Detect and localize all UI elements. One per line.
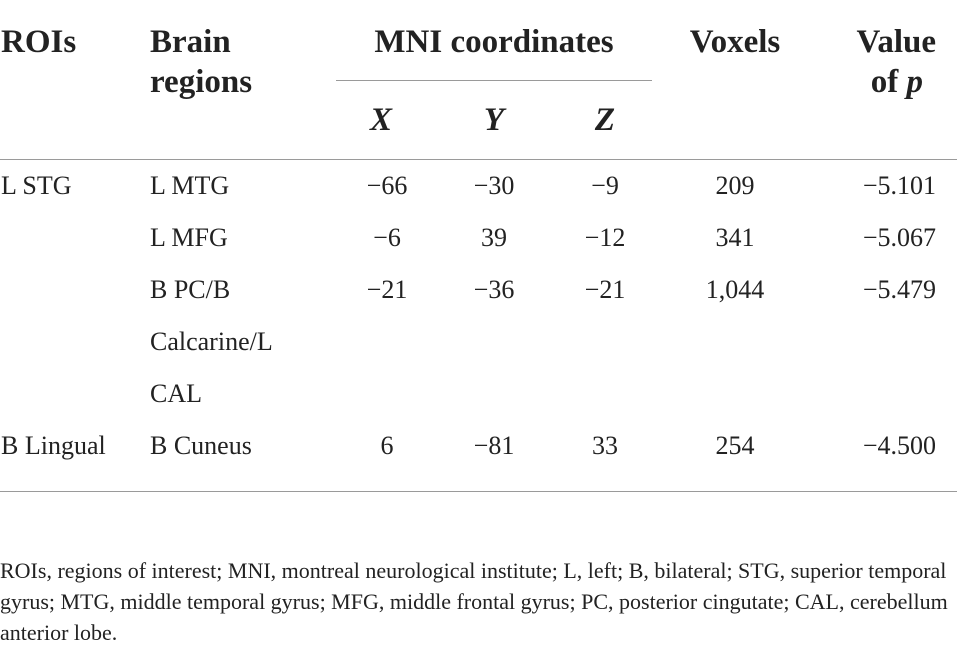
- row1-z: −9: [591, 171, 619, 200]
- header-y: Y: [483, 102, 505, 138]
- row3-region-line3: CAL: [150, 379, 202, 408]
- row2-y: 39: [481, 223, 507, 252]
- header-z: Z: [594, 102, 616, 138]
- header-value-line1: Value: [856, 24, 936, 60]
- row3-region: B PC/B: [150, 275, 231, 304]
- header-value-line2: of p: [800, 62, 923, 102]
- row1-voxels: 209: [715, 171, 755, 200]
- header-value-of-label: of: [870, 64, 907, 100]
- row1-pvalue: −5.101: [862, 171, 936, 200]
- row4-roi: B Lingual: [1, 431, 106, 460]
- table-bottom-rule: [0, 491, 957, 492]
- row3-voxels: 1,044: [705, 275, 765, 304]
- row4-x: 6: [380, 431, 394, 460]
- header-x: X: [369, 102, 392, 138]
- row4-pvalue: −4.500: [862, 431, 936, 460]
- row3-region-line2: Calcarine/L: [150, 327, 273, 356]
- row2-pvalue: −5.067: [862, 223, 936, 252]
- header-mni-coordinates: MNI coordinates: [374, 24, 614, 60]
- row2-x: −6: [373, 223, 401, 252]
- row4-z: 33: [592, 431, 618, 460]
- header-voxels: Voxels: [689, 24, 781, 60]
- row1-region: L MTG: [150, 171, 230, 200]
- row3-y: −36: [473, 275, 515, 304]
- header-brain-regions-line1: Brain: [150, 24, 231, 60]
- row4-region: B Cuneus: [150, 431, 252, 460]
- row2-z: −12: [584, 223, 626, 252]
- row1-roi: L STG: [1, 171, 72, 200]
- header-p-symbol: p: [906, 64, 924, 100]
- row4-y: −81: [473, 431, 515, 460]
- row3-pvalue: −5.479: [862, 275, 936, 304]
- row1-y: −30: [473, 171, 515, 200]
- header-bottom-rule: [0, 159, 957, 160]
- row2-voxels: 341: [715, 223, 755, 252]
- row2-region: L MFG: [150, 223, 228, 252]
- row3-x: −21: [366, 275, 408, 304]
- table-footnote: ROIs, regions of interest; MNI, montreal…: [0, 558, 948, 645]
- row1-x: −66: [366, 171, 408, 200]
- row4-voxels: 254: [715, 431, 755, 460]
- header-rois: ROIs: [1, 24, 77, 60]
- mni-header-rule: [336, 80, 652, 81]
- header-brain-regions-line2: regions: [150, 64, 253, 100]
- row3-z: −21: [584, 275, 626, 304]
